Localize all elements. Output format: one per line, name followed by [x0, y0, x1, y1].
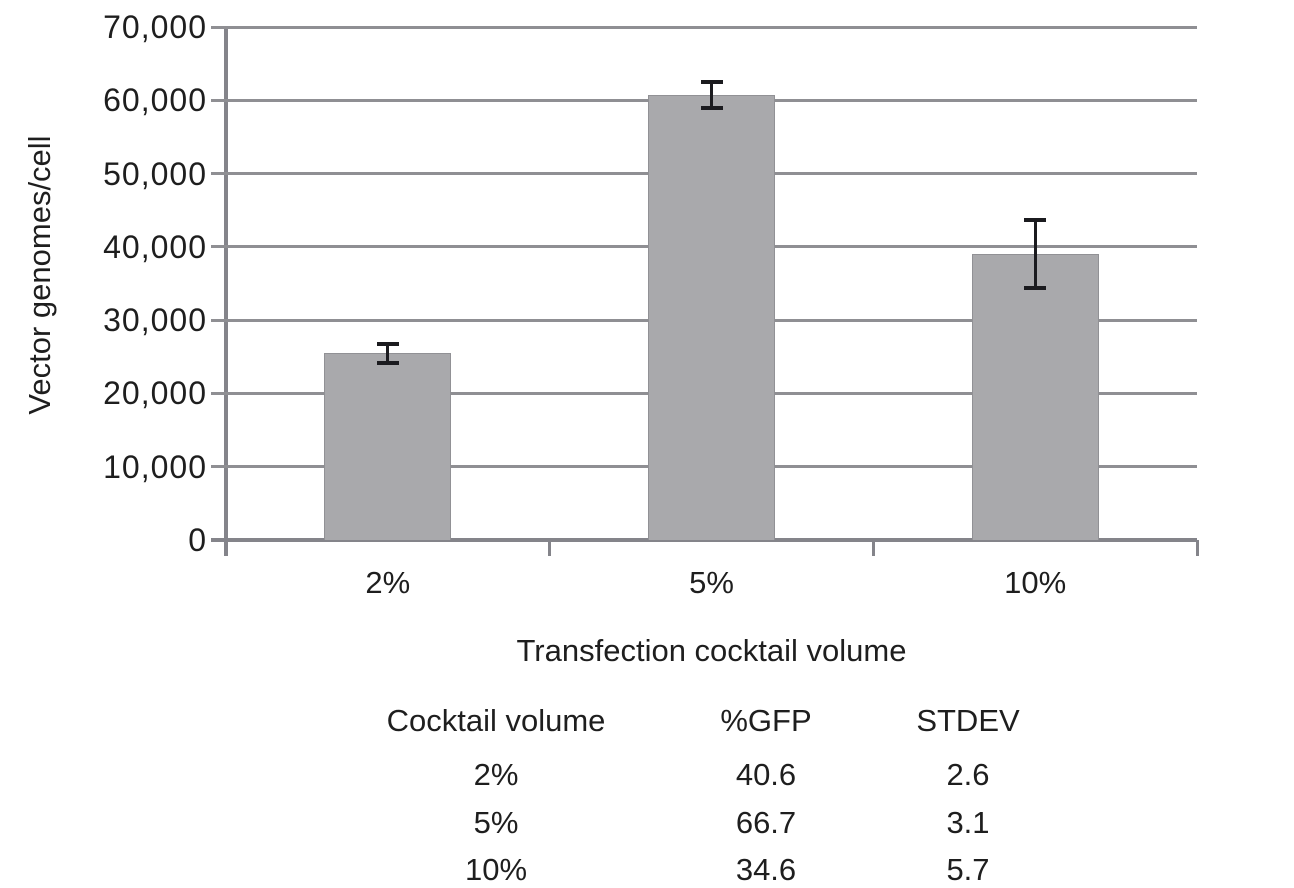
table-header-row: Cocktail volume %GFP STDEV: [0, 702, 1294, 740]
y-tick-label: 60,000: [103, 82, 207, 119]
error-bar: [1033, 220, 1037, 288]
error-bar: [386, 343, 390, 363]
x-axis-tick: [1195, 540, 1199, 556]
bar-5%: [648, 95, 775, 540]
error-bar-cap-top: [1024, 218, 1047, 223]
gridline: [211, 25, 1197, 29]
y-tick-label: 40,000: [103, 228, 207, 265]
x-axis-title: Transfection cocktail volume: [516, 633, 907, 668]
error-bar-cap-top: [376, 341, 399, 346]
error-bar-cap-bottom: [700, 106, 723, 111]
y-tick-label: 30,000: [103, 302, 207, 339]
error-bar-cap-top: [700, 79, 723, 84]
x-axis-tick: [548, 540, 552, 556]
x-axis-tick: [224, 540, 228, 556]
y-axis-line: [224, 27, 228, 556]
y-tick-labels: 0 10,000 20,000 30,000 40,000 50,000 60,000 70,…: [0, 0, 207, 560]
table-cell-volume: 5%: [473, 805, 519, 840]
table-cell-volume: 2%: [473, 757, 519, 792]
x-axis-line: [211, 538, 1197, 542]
table-cell-gfp: 34.6: [735, 852, 797, 887]
table-header-cocktail-volume: Cocktail volume: [386, 703, 606, 738]
table-cell-stdev: 3.1: [946, 805, 990, 840]
table-cell-stdev: 5.7: [946, 852, 990, 887]
x-tick-labels: 2% 5% 10%: [226, 564, 1197, 604]
x-tick-label: 2%: [365, 565, 411, 600]
table-header-gfp: %GFP: [720, 703, 812, 738]
y-tick-label: 10,000: [103, 448, 207, 485]
bar-10%: [971, 254, 1099, 540]
table-row: 5% 66.7 3.1: [0, 804, 1294, 842]
y-tick-label: 70,000: [103, 9, 207, 45]
x-tick-label: 5%: [689, 565, 734, 600]
table-row: 10% 34.6 5.7: [0, 851, 1294, 888]
table-cell-stdev: 2.6: [946, 757, 990, 792]
y-tick-label: 50,000: [103, 155, 207, 192]
error-bar-cap-bottom: [376, 360, 399, 365]
table-cell-gfp: 40.6: [735, 757, 797, 792]
y-tick-label: 0: [188, 522, 207, 558]
x-axis-tick: [871, 540, 875, 556]
table-row: 2% 40.6 2.6: [0, 756, 1294, 794]
table-cell-gfp: 66.7: [735, 805, 797, 840]
error-bar-cap-bottom: [1024, 285, 1047, 290]
error-bar: [710, 81, 713, 109]
bar-2%: [324, 353, 452, 540]
x-tick-label: 10%: [1004, 565, 1067, 600]
plot-area: [211, 25, 1197, 540]
table-cell-volume: 10%: [464, 852, 528, 887]
y-tick-label: 20,000: [103, 375, 207, 412]
table-header-stdev: STDEV: [916, 703, 1020, 738]
